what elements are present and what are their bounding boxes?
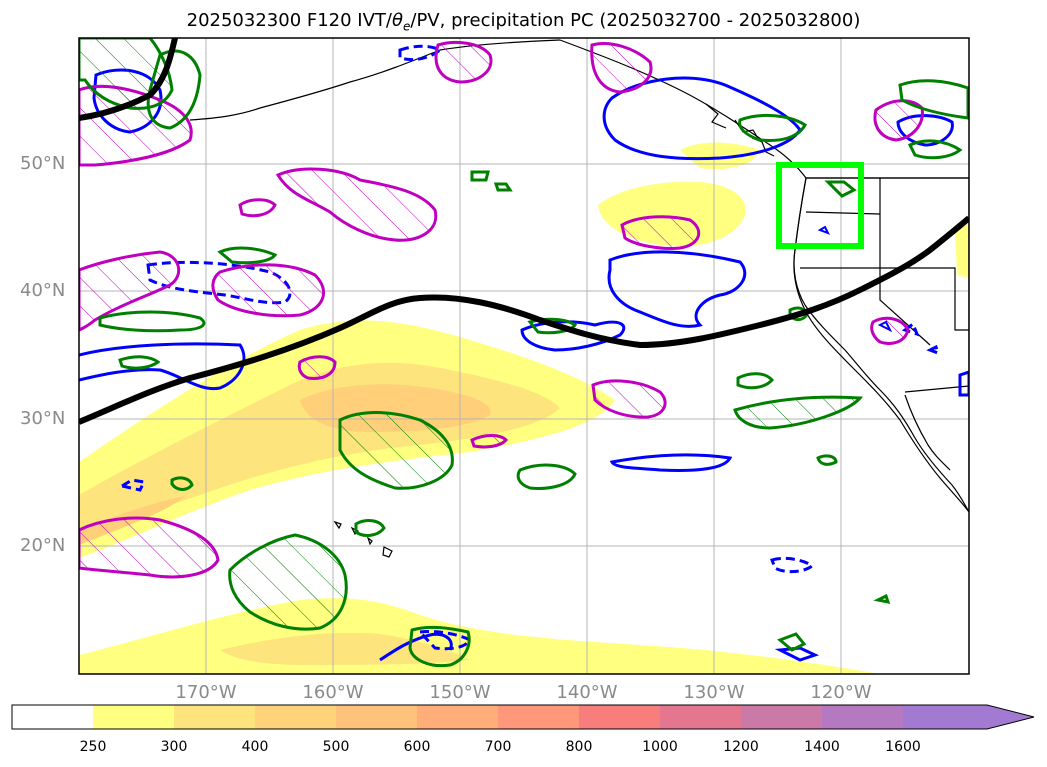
colorbar-tick-1400: 1400: [804, 739, 840, 755]
colorbar-tick-250: 250: [79, 739, 107, 755]
colorbar-tick-500: 500: [322, 739, 350, 755]
colorbar-tick-1000: 1000: [642, 739, 678, 755]
blue-dashed-contours: [118, 44, 941, 651]
ivt-coast-small: [955, 224, 969, 278]
ivt-south-band: [79, 598, 880, 674]
green-contours: [79, 38, 969, 668]
colorbar-tick-1600: 1600: [885, 739, 921, 755]
lat-label-20n: 20°N: [20, 535, 66, 556]
colorbar-tick-700: 700: [484, 739, 512, 755]
magenta-contours: [79, 41, 924, 579]
colorbar-segment-8: [660, 705, 741, 729]
lat-label-50n: 50°N: [20, 153, 66, 174]
lon-label-170w: 170°W: [175, 682, 237, 703]
ivt-pacific-ne2: [680, 142, 760, 170]
mexico-border: [904, 385, 969, 393]
lon-label-140w: 140°W: [556, 682, 618, 703]
colorbar-tick-600: 600: [403, 739, 431, 755]
state-or-ca: [800, 178, 881, 269]
colorbar-segment-5: [417, 705, 498, 729]
colorbar-segment-4: [336, 705, 417, 729]
colorbar: [11, 704, 1035, 730]
colorbar-segment-9: [741, 705, 822, 729]
colorbar-segment-11: [903, 705, 987, 729]
colorbar-extend-arrow: [987, 705, 1034, 729]
colorbar-segment-2: [174, 705, 255, 729]
lon-label-160w: 160°W: [302, 682, 364, 703]
colorbar-outline: [11, 704, 1035, 730]
lat-label-30n: 30°N: [20, 408, 66, 429]
colorbar-segment-10: [822, 705, 903, 729]
gridlines: [79, 38, 969, 674]
colorbar-segment-0: [12, 705, 93, 729]
colorbar-tick-400: 400: [241, 739, 269, 755]
colorbar-tick-800: 800: [565, 739, 593, 755]
colorbar-tick-1200: 1200: [723, 739, 759, 755]
colorbar-segment-1: [93, 705, 174, 729]
baja: [904, 394, 951, 471]
lon-label-130w: 130°W: [683, 682, 745, 703]
pv-theta-e-line: [79, 38, 969, 425]
colorbar-tick-300: 300: [160, 739, 188, 755]
colorbar-segment-6: [498, 705, 579, 729]
colorbar-segment-3: [255, 705, 336, 729]
state-wa-or: [805, 211, 881, 215]
lon-label-150w: 150°W: [429, 682, 491, 703]
land-fill: [793, 177, 969, 513]
map-title: 2025032300 F120 IVT/θe/PV, precipitation…: [186, 10, 861, 34]
target-region-box: [776, 162, 864, 249]
lat-label-40n: 40°N: [20, 280, 66, 301]
colorbar-segment-7: [579, 705, 660, 729]
ivt-south-band-300: [220, 632, 470, 665]
alaska-coast: [189, 39, 561, 121]
lon-label-120w: 120°W: [810, 682, 872, 703]
map-frame: [78, 37, 970, 675]
